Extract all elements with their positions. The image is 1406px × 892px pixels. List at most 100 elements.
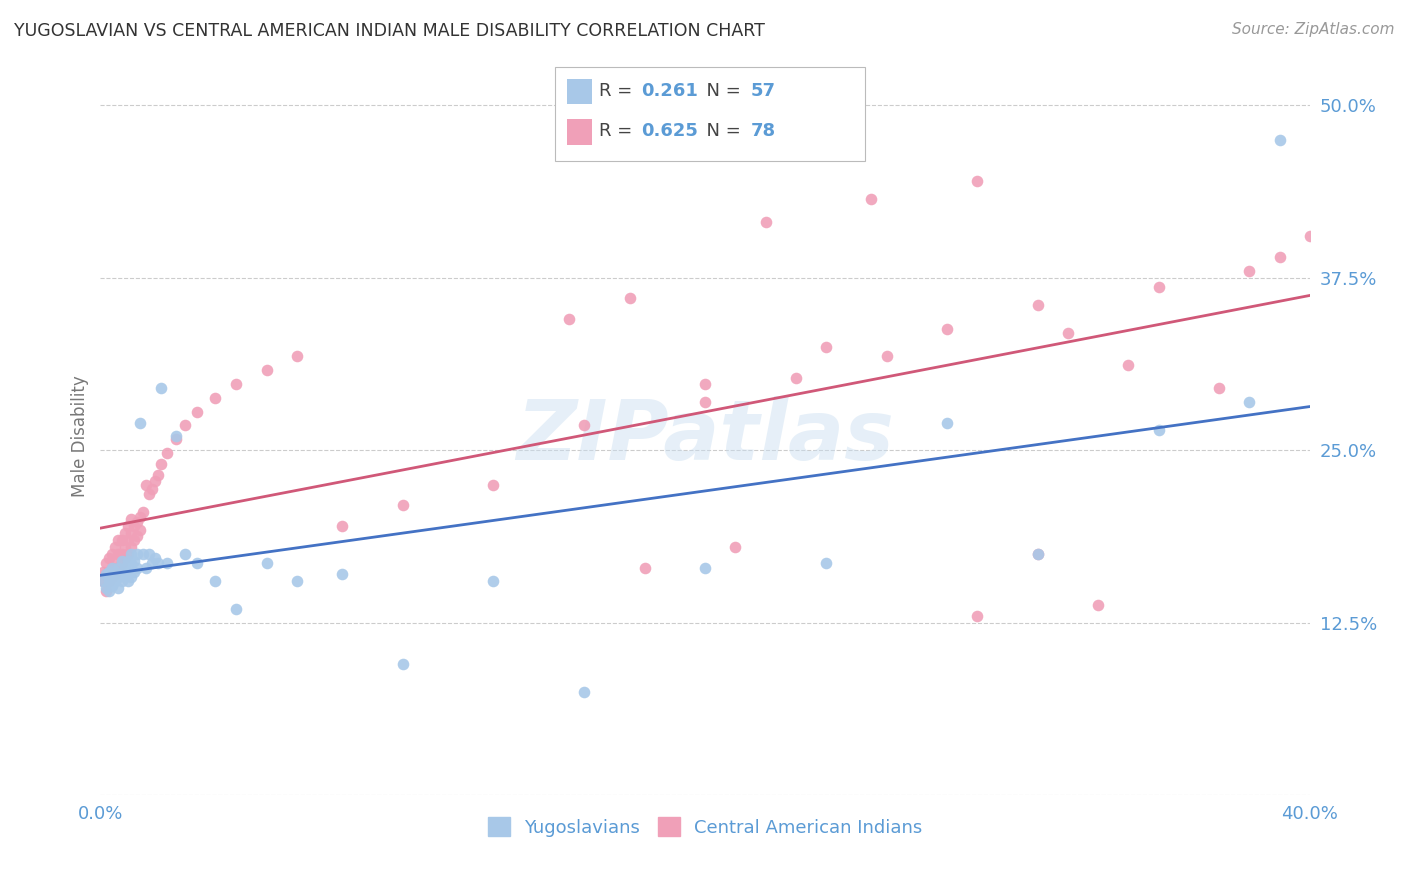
Point [107, 560, 129, 574]
Point [1239, 264, 1261, 278]
Point [225, 602, 247, 616]
Point [93, 565, 115, 579]
Point [619, 291, 641, 305]
Point [98, 584, 121, 599]
Point [330, 567, 353, 582]
Point [125, 529, 148, 543]
Point [114, 570, 136, 584]
Point [110, 554, 132, 568]
Point [98, 550, 121, 565]
Point [138, 547, 160, 561]
Point [107, 560, 129, 574]
Point [1118, 358, 1140, 372]
Point [724, 540, 747, 554]
Point [104, 554, 127, 568]
Point [391, 499, 413, 513]
Point [135, 560, 157, 574]
Point [755, 215, 778, 229]
Text: R =: R = [599, 82, 638, 100]
Point [110, 547, 132, 561]
Text: N =: N = [695, 122, 747, 140]
Point [149, 381, 172, 395]
Point [1057, 326, 1080, 340]
Text: N =: N = [695, 82, 747, 100]
Point [572, 418, 595, 433]
Point [1147, 280, 1170, 294]
Point [104, 567, 127, 582]
Point [125, 547, 148, 561]
Point [815, 340, 838, 354]
Point [122, 519, 145, 533]
Point [96, 582, 118, 596]
Point [128, 524, 150, 538]
Point [107, 547, 129, 561]
Point [122, 533, 145, 547]
Point [633, 560, 655, 574]
Point [330, 519, 353, 533]
Y-axis label: Male Disability: Male Disability [72, 376, 89, 498]
Point [107, 570, 129, 584]
Point [98, 565, 121, 579]
Point [101, 560, 124, 574]
Point [120, 512, 142, 526]
Point [174, 418, 197, 433]
Point [174, 547, 197, 561]
Point [98, 574, 121, 589]
Point [1268, 132, 1291, 146]
Point [156, 557, 179, 571]
Point [149, 457, 172, 471]
Point [141, 482, 163, 496]
Point [131, 505, 153, 519]
Point [156, 446, 179, 460]
Point [93, 574, 115, 589]
Point [966, 608, 988, 623]
Point [110, 574, 132, 589]
Point [104, 540, 127, 554]
Point [785, 371, 807, 385]
Text: 0.261: 0.261 [641, 82, 697, 100]
Point [1147, 423, 1170, 437]
Point [107, 533, 129, 547]
Point [125, 560, 148, 574]
Point [285, 349, 308, 363]
Point [693, 560, 716, 574]
Point [225, 376, 247, 391]
Text: YUGOSLAVIAN VS CENTRAL AMERICAN INDIAN MALE DISABILITY CORRELATION CHART: YUGOSLAVIAN VS CENTRAL AMERICAN INDIAN M… [14, 22, 765, 40]
Point [117, 533, 139, 547]
Point [482, 477, 505, 491]
Point [572, 685, 595, 699]
Text: 57: 57 [751, 82, 776, 100]
Point [256, 557, 278, 571]
Point [128, 509, 150, 524]
Text: 0.625: 0.625 [641, 122, 697, 140]
Text: ZIPatlas: ZIPatlas [516, 396, 894, 477]
Point [391, 657, 413, 672]
Point [120, 526, 142, 541]
Point [101, 578, 124, 592]
Point [101, 570, 124, 584]
Text: Source: ZipAtlas.com: Source: ZipAtlas.com [1232, 22, 1395, 37]
Point [128, 416, 150, 430]
Point [107, 582, 129, 596]
Text: R =: R = [599, 122, 638, 140]
Text: 78: 78 [751, 122, 776, 140]
Point [120, 557, 142, 571]
Point [114, 560, 136, 574]
Point [114, 540, 136, 554]
Point [117, 519, 139, 533]
Point [204, 391, 226, 405]
Point [285, 574, 308, 589]
Point [101, 560, 124, 574]
Point [165, 432, 187, 446]
Point [1208, 381, 1230, 395]
Point [96, 567, 118, 582]
Point [117, 574, 139, 589]
Point [1239, 395, 1261, 409]
Point [815, 557, 838, 571]
Point [96, 567, 118, 582]
Point [110, 557, 132, 571]
Point [93, 574, 115, 589]
Point [966, 174, 988, 188]
Point [98, 574, 121, 589]
Point [104, 574, 127, 589]
